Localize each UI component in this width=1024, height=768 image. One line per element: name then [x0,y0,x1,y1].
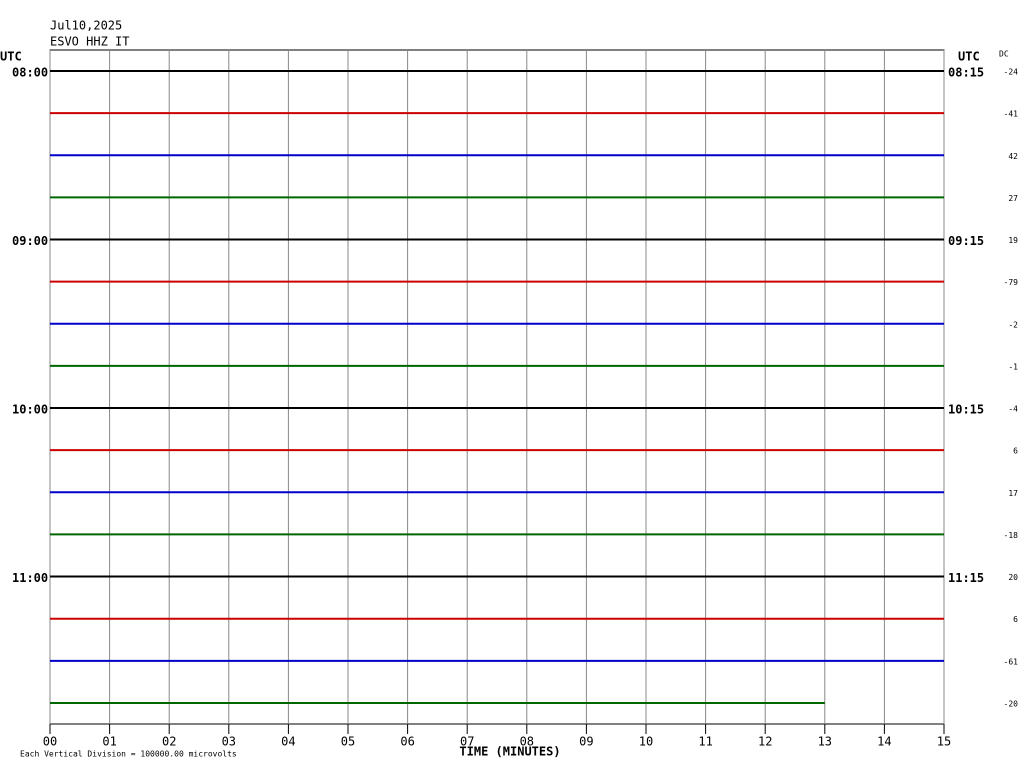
row-time-label: 08:15 [948,66,984,80]
x-axis-label: TIME (MINUTES) [459,745,560,759]
dc-value: -41 [1004,110,1019,119]
x-tick-label: 09 [579,735,593,749]
row-time-label: 08:00 [12,66,48,80]
footnote: Each Vertical Division = 100000.00 micro… [20,750,237,759]
dc-value: -2 [1008,320,1018,329]
dc-value: -61 [1004,657,1019,666]
x-tick-label: 10 [639,735,653,749]
x-tick-label: 13 [818,735,832,749]
dc-value: 42 [1008,152,1018,161]
dc-value: -1 [1008,362,1018,371]
dc-value: -79 [1004,278,1019,287]
row-time-label: 09:00 [12,234,48,248]
row-time-label: 09:15 [948,234,984,248]
left-axis-label: UTC [0,50,22,64]
x-tick-label: 03 [222,735,236,749]
x-tick-label: 11 [698,735,712,749]
dc-value: 27 [1008,194,1018,203]
dc-value: -24 [1004,68,1019,77]
x-tick-label: 12 [758,735,772,749]
station-subtitle: ESVO HHZ IT [50,35,129,49]
x-tick-label: 02 [162,735,176,749]
x-tick-label: 05 [341,735,355,749]
x-tick-label: 04 [281,735,295,749]
x-tick-label: 14 [877,735,891,749]
row-time-label: 10:15 [948,403,984,417]
row-time-label: 11:15 [948,571,984,585]
x-tick-label: 07 [460,735,474,749]
date-title: Jul10,2025 [50,19,122,33]
dc-value: 6 [1013,615,1018,624]
dc-value: -4 [1008,405,1018,414]
x-tick-label: 00 [43,735,57,749]
dc-value: 17 [1008,489,1018,498]
row-time-label: 11:00 [12,571,48,585]
dc-value: 20 [1008,573,1018,582]
row-time-label: 10:00 [12,403,48,417]
right-axis-label: UTC [958,50,980,64]
x-tick-label: 06 [400,735,414,749]
x-tick-label: 15 [937,735,951,749]
dc-value: 6 [1013,447,1018,456]
dc-value: -20 [1004,699,1019,708]
dc-label: DC [999,50,1009,59]
x-tick-label: 01 [102,735,116,749]
dc-value: 19 [1008,236,1018,245]
x-tick-label: 08 [520,735,534,749]
dc-value: -18 [1004,531,1019,540]
